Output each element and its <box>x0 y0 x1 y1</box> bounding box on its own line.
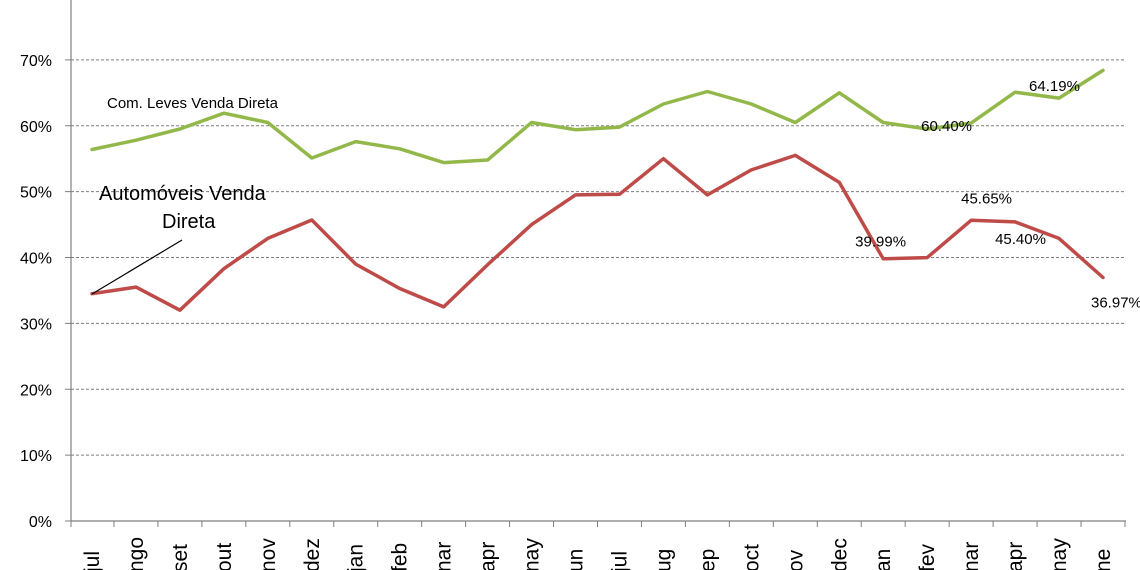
gridlines <box>71 59 1126 456</box>
series-label-automobiles-line1: Automóveis Venda <box>99 183 267 205</box>
x-tick-label: ep <box>696 549 719 570</box>
x-tick-label: ov <box>784 549 807 570</box>
series-label-leader-line <box>91 239 183 295</box>
x-tick-label: ug <box>652 549 675 570</box>
x-tick-label: apr <box>477 542 500 570</box>
series-lines <box>90 68 1105 312</box>
series-label-light-commercial: Com. Leves Venda Direta <box>107 95 279 112</box>
x-tick-label: nar <box>960 542 983 570</box>
data-labels: 64.19% 60.40% 45.65% 39.99% 45.40% 36.97% <box>855 78 1140 311</box>
y-axis: 0% 10% 20% 30% 40% 50% 60% 70% 80% <box>20 0 72 531</box>
y-tick-label: 70% <box>20 53 52 70</box>
x-tick-label: oct <box>740 544 763 570</box>
x-tick-label: un <box>565 549 588 570</box>
x-tick-label: nar <box>433 542 456 570</box>
x-tick-label: nay <box>1048 538 1071 570</box>
data-label: 60.40% <box>921 118 972 135</box>
x-tick-label: dec <box>828 538 851 570</box>
series-label-automobiles-line2: Direta <box>162 211 216 233</box>
y-tick-label: 50% <box>20 185 52 202</box>
x-tick-label: dez <box>301 538 324 570</box>
y-tick-label: 0% <box>29 514 52 531</box>
y-tick-label: 60% <box>20 119 52 136</box>
y-tick-label: 30% <box>20 316 52 333</box>
data-label: 64.19% <box>1029 78 1080 95</box>
y-tick-label: 20% <box>20 382 52 399</box>
data-label: 45.65% <box>961 190 1012 207</box>
series-line-light-commercial <box>90 68 1105 165</box>
y-tick-label: 40% <box>20 251 52 268</box>
data-label: 39.99% <box>855 234 906 251</box>
x-tick-label: an <box>872 549 895 570</box>
x-tick-label: fev <box>916 543 939 570</box>
series-annotations: Com. Leves Venda Direta Automóveis Venda… <box>91 95 279 295</box>
x-tick-label: nov <box>257 538 280 570</box>
x-tick-label: nay <box>521 538 544 570</box>
x-tick-label: jan <box>345 544 368 570</box>
x-tick-label: apr <box>1004 542 1027 570</box>
series-line-automobiles <box>90 153 1105 312</box>
y-tick-label: 10% <box>20 448 52 465</box>
x-tick-label: ne <box>1092 549 1115 570</box>
x-tick-label: set <box>169 544 192 570</box>
x-tick-label: out <box>213 543 236 570</box>
y-tick-label: 80% <box>20 0 52 4</box>
data-label: 36.97% <box>1091 294 1140 311</box>
x-tick-label: feb <box>389 543 412 570</box>
x-tick-label: jul <box>608 551 631 570</box>
x-tick-label: ngo <box>125 537 148 570</box>
x-axis: jul ngo set out nov dez jan feb nar apr nay un jul ug… <box>70 520 1126 570</box>
x-tick-label: jul <box>81 551 104 570</box>
data-label: 45.40% <box>995 231 1046 248</box>
